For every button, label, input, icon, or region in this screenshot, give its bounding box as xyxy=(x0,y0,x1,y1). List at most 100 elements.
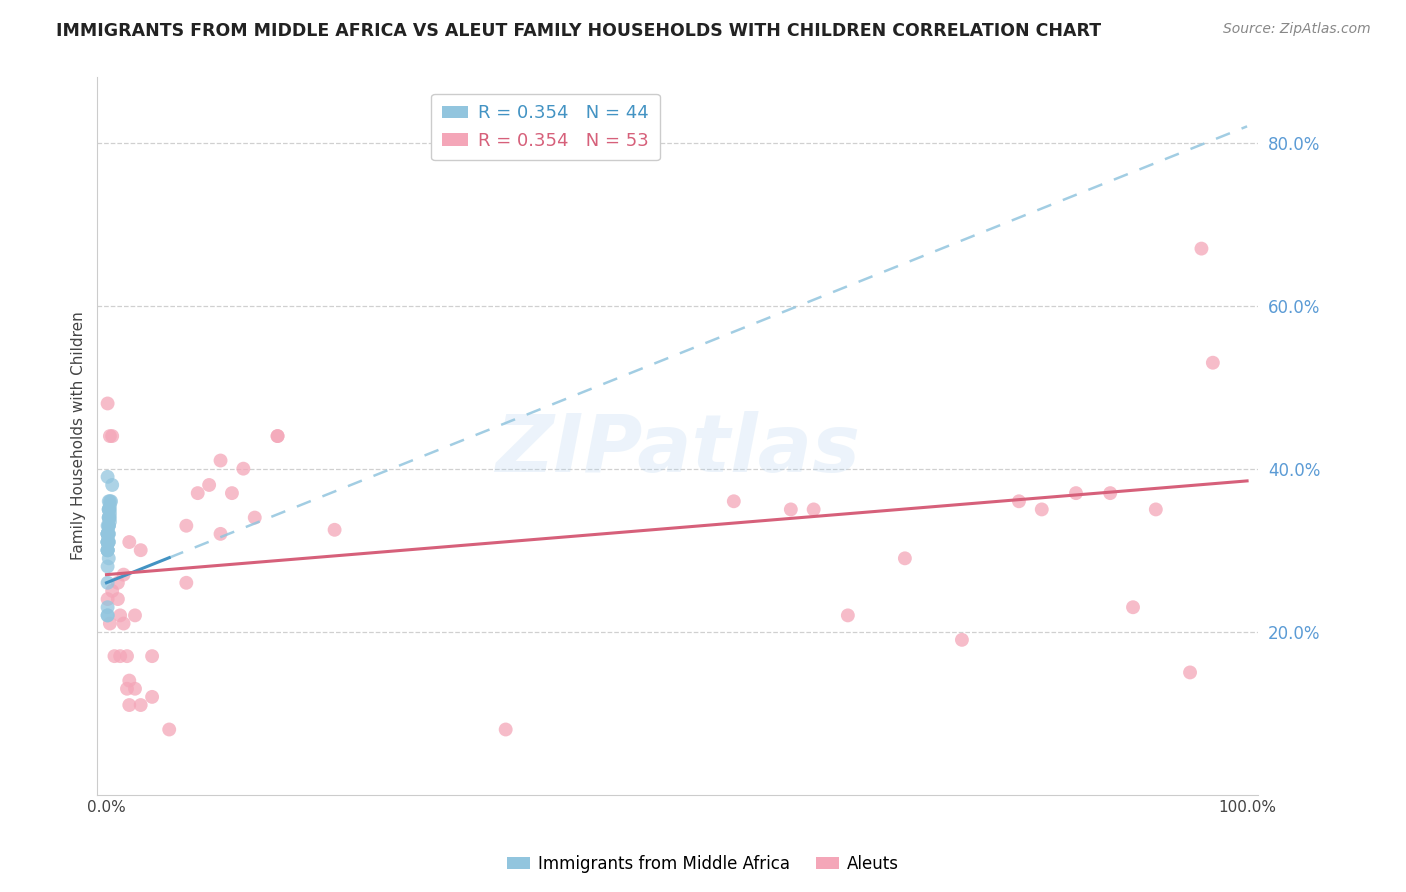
Point xyxy=(1122,600,1144,615)
Point xyxy=(97,608,120,623)
Point xyxy=(124,608,146,623)
Point xyxy=(98,515,121,529)
Point xyxy=(108,649,131,664)
Point xyxy=(97,527,120,541)
Point xyxy=(97,608,120,623)
Point xyxy=(115,649,138,664)
Point xyxy=(97,527,120,541)
Point xyxy=(243,510,266,524)
Point xyxy=(209,453,232,467)
Point xyxy=(97,518,120,533)
Point xyxy=(97,518,120,533)
Point xyxy=(495,723,517,737)
Point xyxy=(97,510,120,524)
Point xyxy=(97,502,120,516)
Point xyxy=(779,502,801,516)
Point xyxy=(118,673,141,688)
Legend: R = 0.354   N = 44, R = 0.354   N = 53: R = 0.354 N = 44, R = 0.354 N = 53 xyxy=(432,94,659,161)
Point xyxy=(1144,502,1167,516)
Point xyxy=(97,527,120,541)
Point xyxy=(101,583,124,598)
Point xyxy=(98,616,121,631)
Point xyxy=(97,575,120,590)
Point xyxy=(98,499,121,513)
Point xyxy=(97,535,120,549)
Point xyxy=(112,616,135,631)
Point xyxy=(97,527,120,541)
Point xyxy=(100,494,122,508)
Point xyxy=(97,543,120,558)
Point xyxy=(98,494,121,508)
Point xyxy=(221,486,243,500)
Point xyxy=(129,543,152,558)
Point xyxy=(97,502,120,516)
Point xyxy=(266,429,288,443)
Point xyxy=(112,567,135,582)
Point xyxy=(97,396,120,410)
Point xyxy=(176,575,198,590)
Point xyxy=(176,518,198,533)
Point xyxy=(1031,502,1053,516)
Point xyxy=(97,535,120,549)
Y-axis label: Family Households with Children: Family Households with Children xyxy=(72,311,86,560)
Point xyxy=(107,592,129,607)
Point xyxy=(97,535,120,549)
Point xyxy=(803,502,825,516)
Point xyxy=(98,510,121,524)
Point xyxy=(97,543,120,558)
Point xyxy=(97,510,120,524)
Point xyxy=(1202,356,1225,370)
Point xyxy=(97,535,120,549)
Legend: Immigrants from Middle Africa, Aleuts: Immigrants from Middle Africa, Aleuts xyxy=(501,848,905,880)
Point xyxy=(323,523,346,537)
Point xyxy=(141,649,163,664)
Point xyxy=(232,461,254,475)
Point xyxy=(97,518,120,533)
Point xyxy=(97,543,120,558)
Point xyxy=(98,429,121,443)
Point xyxy=(118,698,141,712)
Point xyxy=(108,608,131,623)
Point xyxy=(198,478,221,492)
Point xyxy=(98,507,121,521)
Text: Source: ZipAtlas.com: Source: ZipAtlas.com xyxy=(1223,22,1371,37)
Point xyxy=(97,535,120,549)
Point xyxy=(101,478,124,492)
Point xyxy=(97,600,120,615)
Point xyxy=(97,510,120,524)
Point xyxy=(124,681,146,696)
Point xyxy=(1008,494,1031,508)
Point xyxy=(1064,486,1087,500)
Point xyxy=(1191,242,1213,256)
Point xyxy=(723,494,745,508)
Point xyxy=(97,527,120,541)
Point xyxy=(157,723,180,737)
Point xyxy=(97,494,120,508)
Point xyxy=(97,592,120,607)
Point xyxy=(97,543,120,558)
Point xyxy=(837,608,859,623)
Point xyxy=(1178,665,1201,680)
Point xyxy=(97,527,120,541)
Point xyxy=(129,698,152,712)
Point xyxy=(98,502,121,516)
Point xyxy=(894,551,917,566)
Point xyxy=(97,535,120,549)
Point xyxy=(187,486,209,500)
Point xyxy=(97,518,120,533)
Point xyxy=(1099,486,1122,500)
Point xyxy=(118,535,141,549)
Point xyxy=(141,690,163,704)
Point xyxy=(103,649,125,664)
Text: IMMIGRANTS FROM MIDDLE AFRICA VS ALEUT FAMILY HOUSEHOLDS WITH CHILDREN CORRELATI: IMMIGRANTS FROM MIDDLE AFRICA VS ALEUT F… xyxy=(56,22,1101,40)
Point xyxy=(209,527,232,541)
Point xyxy=(950,632,973,647)
Point xyxy=(97,551,120,566)
Point xyxy=(97,559,120,574)
Point xyxy=(97,535,120,549)
Text: ZIPatlas: ZIPatlas xyxy=(495,411,860,490)
Point xyxy=(97,502,120,516)
Point xyxy=(101,429,124,443)
Point xyxy=(97,470,120,484)
Point xyxy=(115,681,138,696)
